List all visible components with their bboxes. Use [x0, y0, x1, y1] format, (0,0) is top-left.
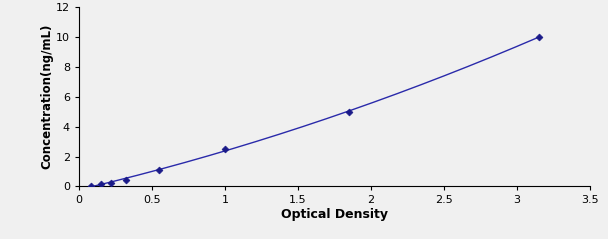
Y-axis label: Concentration(ng/mL): Concentration(ng/mL)	[40, 24, 53, 169]
X-axis label: Optical Density: Optical Density	[281, 208, 388, 221]
